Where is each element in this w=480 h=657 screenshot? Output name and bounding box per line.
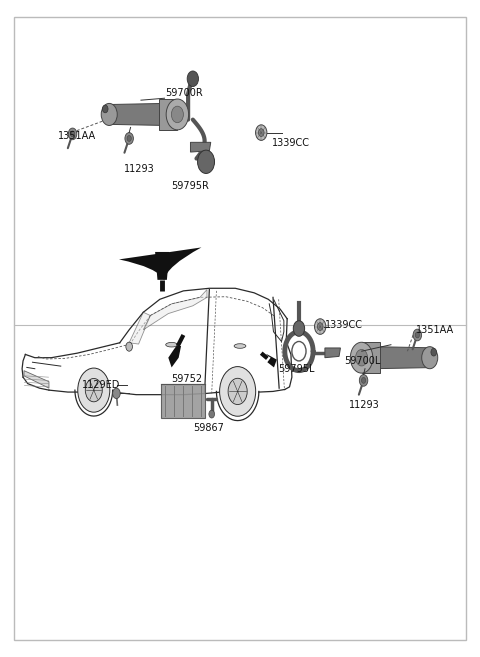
Text: 59795R: 59795R (172, 181, 209, 191)
Circle shape (361, 378, 366, 383)
Circle shape (314, 319, 326, 334)
Circle shape (415, 332, 420, 338)
Text: 11293: 11293 (124, 164, 155, 174)
Circle shape (356, 350, 368, 366)
Circle shape (413, 329, 421, 341)
Circle shape (293, 321, 305, 336)
Polygon shape (370, 347, 430, 369)
Circle shape (209, 410, 215, 418)
Circle shape (102, 105, 108, 113)
Circle shape (228, 378, 247, 405)
Polygon shape (266, 354, 277, 367)
Polygon shape (129, 312, 150, 344)
Polygon shape (144, 290, 207, 330)
Text: 59795L: 59795L (278, 364, 314, 374)
Circle shape (255, 125, 267, 141)
Circle shape (68, 128, 77, 140)
Circle shape (317, 323, 323, 330)
Circle shape (125, 133, 133, 145)
Polygon shape (160, 384, 205, 418)
Text: 1129ED: 1129ED (82, 380, 120, 390)
Circle shape (78, 368, 110, 412)
Text: 59700L: 59700L (344, 355, 380, 366)
Ellipse shape (166, 342, 178, 347)
Circle shape (171, 106, 183, 123)
Polygon shape (159, 99, 178, 130)
Circle shape (113, 388, 120, 399)
Circle shape (258, 129, 264, 137)
Text: 1351AA: 1351AA (417, 325, 455, 335)
Polygon shape (109, 103, 169, 125)
Text: 59867: 59867 (193, 422, 224, 432)
Circle shape (71, 131, 75, 137)
Circle shape (187, 71, 199, 87)
Text: 1339CC: 1339CC (272, 138, 310, 148)
Polygon shape (325, 348, 340, 357)
Circle shape (85, 378, 102, 402)
Circle shape (431, 348, 436, 356)
Ellipse shape (234, 344, 246, 348)
Polygon shape (155, 252, 169, 280)
Text: 59752: 59752 (172, 374, 203, 384)
Circle shape (422, 347, 438, 369)
Circle shape (220, 367, 256, 417)
Polygon shape (24, 371, 49, 388)
Circle shape (101, 103, 117, 125)
Circle shape (126, 342, 132, 351)
Polygon shape (168, 346, 181, 367)
Text: 11293: 11293 (348, 400, 379, 410)
Text: 1339CC: 1339CC (325, 319, 363, 330)
Circle shape (127, 135, 132, 141)
Circle shape (166, 99, 189, 130)
Circle shape (292, 342, 306, 361)
Circle shape (198, 150, 215, 173)
Polygon shape (361, 342, 380, 373)
Text: 1351AA: 1351AA (59, 131, 96, 141)
Circle shape (350, 342, 373, 373)
Polygon shape (191, 143, 211, 152)
Circle shape (360, 374, 368, 386)
Text: 59700R: 59700R (166, 87, 203, 98)
